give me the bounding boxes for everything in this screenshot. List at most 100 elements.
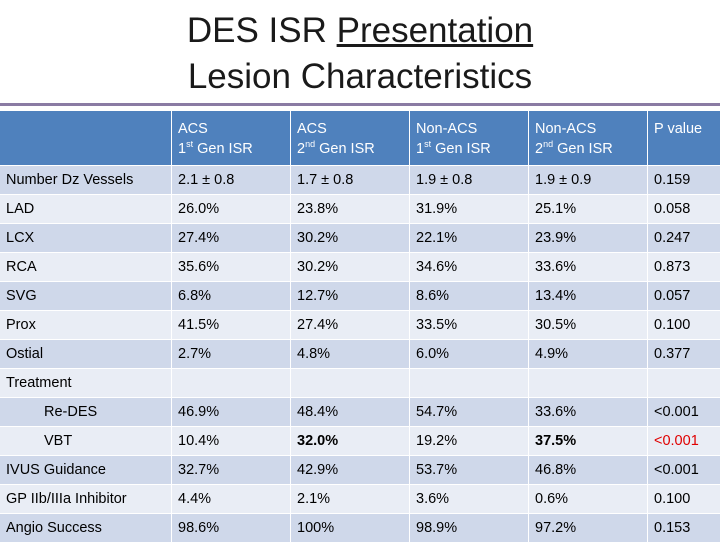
table-row: LCX 27.4% 30.2% 22.1% 23.9% 0.247 <box>0 223 720 252</box>
header-sup: nd <box>543 139 554 149</box>
cell-acs-2nd: 27.4% <box>291 310 410 339</box>
header-acs-1st-gen: ACS 1st Gen ISR <box>172 111 291 165</box>
row-label: GP IIb/IIIa Inhibitor <box>0 484 172 513</box>
cell-acs-1st: 4.4% <box>172 484 291 513</box>
header-sup: st <box>186 139 194 149</box>
header-nonacs-2nd-gen: Non-ACS 2nd Gen ISR <box>529 111 648 165</box>
table-row: Angio Success 98.6% 100% 98.9% 97.2% 0.1… <box>0 513 720 542</box>
cell-acs-2nd <box>291 368 410 397</box>
table-row: Ostial 2.7% 4.8% 6.0% 4.9% 0.377 <box>0 339 720 368</box>
cell-acs-2nd: 100% <box>291 513 410 542</box>
cell-nonacs-1st: 34.6% <box>410 252 529 281</box>
table-row-section: Treatment <box>0 368 720 397</box>
header-label: Non-ACS <box>535 121 597 137</box>
cell-p-value <box>648 368 720 397</box>
header-acs-2nd-gen: ACS 2nd Gen ISR <box>291 111 410 165</box>
cell-nonacs-1st: 98.9% <box>410 513 529 542</box>
header-rest: Gen ISR <box>553 141 613 157</box>
header-label: ACS <box>297 121 327 137</box>
cell-nonacs-2nd: 1.9 ± 0.9 <box>529 165 648 194</box>
cell-p-value: 0.100 <box>648 310 720 339</box>
row-label: IVUS Guidance <box>0 455 172 484</box>
cell-acs-1st: 10.4% <box>172 426 291 455</box>
table-row: LAD 26.0% 23.8% 31.9% 25.1% 0.058 <box>0 194 720 223</box>
cell-acs-1st: 27.4% <box>172 223 291 252</box>
table-header-row: ACS 1st Gen ISR ACS 2nd Gen ISR Non-ACS … <box>0 111 720 165</box>
cell-p-value: 0.873 <box>648 252 720 281</box>
slide-title: DES ISR Presentation Lesion Characterist… <box>0 8 720 100</box>
cell-nonacs-2nd: 4.9% <box>529 339 648 368</box>
cell-acs-2nd: 23.8% <box>291 194 410 223</box>
cell-p-value: 0.057 <box>648 281 720 310</box>
cell-nonacs-1st: 19.2% <box>410 426 529 455</box>
cell-nonacs-1st: 33.5% <box>410 310 529 339</box>
cell-p-value: 0.100 <box>648 484 720 513</box>
cell-acs-2nd: 4.8% <box>291 339 410 368</box>
header-num: 2 <box>535 141 544 157</box>
row-label: Number Dz Vessels <box>0 165 172 194</box>
cell-nonacs-1st: 3.6% <box>410 484 529 513</box>
cell-nonacs-2nd: 46.8% <box>529 455 648 484</box>
row-label: LAD <box>0 194 172 223</box>
cell-nonacs-1st: 1.9 ± 0.8 <box>410 165 529 194</box>
title-underlined: Presentation <box>336 11 534 50</box>
cell-nonacs-2nd <box>529 368 648 397</box>
row-label: Re-DES <box>0 397 172 426</box>
cell-p-value: 0.153 <box>648 513 720 542</box>
header-rest: Gen ISR <box>431 141 491 157</box>
table-row: Prox 41.5% 27.4% 33.5% 30.5% 0.100 <box>0 310 720 339</box>
cell-nonacs-1st: 6.0% <box>410 339 529 368</box>
cell-nonacs-1st <box>410 368 529 397</box>
cell-acs-1st: 46.9% <box>172 397 291 426</box>
cell-acs-2nd: 1.7 ± 0.8 <box>291 165 410 194</box>
cell-acs-2nd: 12.7% <box>291 281 410 310</box>
cell-nonacs-2nd: 97.2% <box>529 513 648 542</box>
header-p-value: P value <box>648 111 720 165</box>
cell-acs-1st: 35.6% <box>172 252 291 281</box>
row-label: Ostial <box>0 339 172 368</box>
cell-nonacs-1st: 31.9% <box>410 194 529 223</box>
cell-nonacs-1st: 53.7% <box>410 455 529 484</box>
cell-acs-1st <box>172 368 291 397</box>
header-num: 1 <box>178 141 187 157</box>
header-num: 1 <box>416 141 425 157</box>
header-corner <box>0 111 172 165</box>
cell-nonacs-2nd: 13.4% <box>529 281 648 310</box>
cell-acs-1st: 26.0% <box>172 194 291 223</box>
title-prefix: DES ISR <box>186 11 337 50</box>
row-label: VBT <box>0 426 172 455</box>
cell-p-value: 0.159 <box>648 165 720 194</box>
cell-p-value: <0.001 <box>648 397 720 426</box>
row-label: Prox <box>0 310 172 339</box>
header-num: 2 <box>297 141 306 157</box>
table-row: IVUS Guidance 32.7% 42.9% 53.7% 46.8% <0… <box>0 455 720 484</box>
cell-p-value: 0.058 <box>648 194 720 223</box>
cell-nonacs-1st: 22.1% <box>410 223 529 252</box>
cell-acs-2nd: 32.0% <box>291 426 410 455</box>
header-rest: Gen ISR <box>315 141 375 157</box>
cell-nonacs-1st: 8.6% <box>410 281 529 310</box>
cell-nonacs-2nd: 23.9% <box>529 223 648 252</box>
cell-acs-1st: 32.7% <box>172 455 291 484</box>
cell-nonacs-2nd: 0.6% <box>529 484 648 513</box>
header-sup: st <box>424 139 432 149</box>
cell-acs-2nd: 2.1% <box>291 484 410 513</box>
cell-nonacs-2nd: 33.6% <box>529 252 648 281</box>
table-row: GP IIb/IIIa Inhibitor 4.4% 2.1% 3.6% 0.6… <box>0 484 720 513</box>
cell-acs-2nd: 42.9% <box>291 455 410 484</box>
cell-p-value: 0.247 <box>648 223 720 252</box>
cell-acs-1st: 6.8% <box>172 281 291 310</box>
header-label: ACS <box>178 121 208 137</box>
cell-p-value: <0.001 <box>648 455 720 484</box>
cell-nonacs-2nd: 30.5% <box>529 310 648 339</box>
title-line-2: Lesion Characteristics <box>187 57 533 96</box>
cell-nonacs-1st: 54.7% <box>410 397 529 426</box>
title-divider <box>0 103 720 106</box>
cell-acs-1st: 2.1 ± 0.8 <box>172 165 291 194</box>
cell-acs-2nd: 30.2% <box>291 223 410 252</box>
cell-nonacs-2nd: 33.6% <box>529 397 648 426</box>
cell-p-value: 0.377 <box>648 339 720 368</box>
cell-nonacs-2nd: 37.5% <box>529 426 648 455</box>
row-label: SVG <box>0 281 172 310</box>
table-row: Re-DES 46.9% 48.4% 54.7% 33.6% <0.001 <box>0 397 720 426</box>
